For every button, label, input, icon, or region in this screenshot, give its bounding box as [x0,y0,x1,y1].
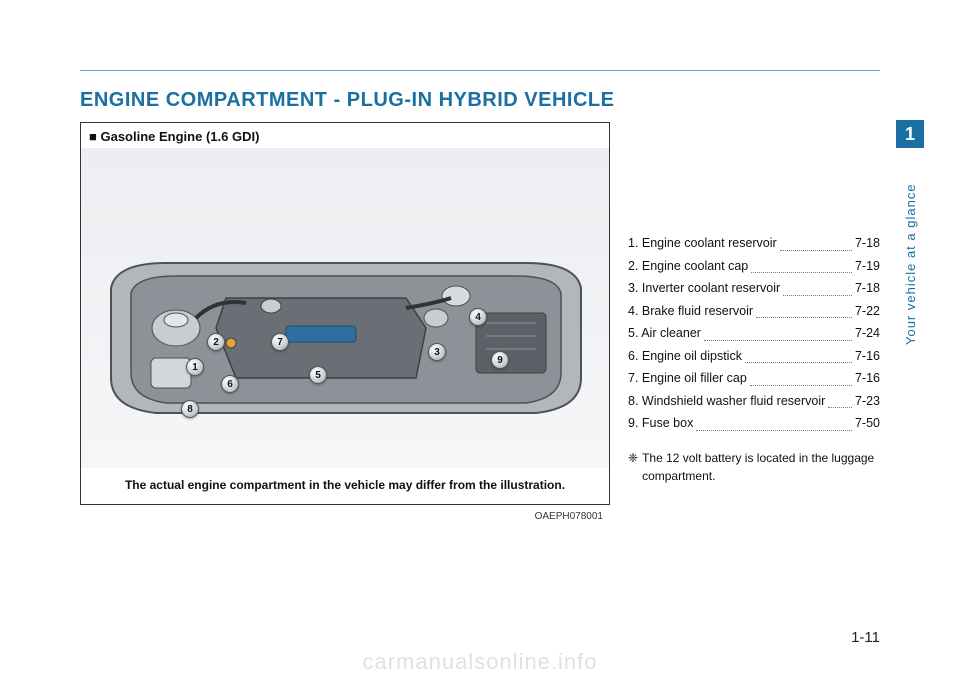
list-item-page: 7-18 [855,277,880,300]
callout-3: 3 [428,343,446,361]
callout-2: 2 [207,333,225,351]
list-item-label: 3. Inverter coolant reservoir [628,277,780,300]
list-item-page: 7-22 [855,300,880,323]
list-item: 3. Inverter coolant reservoir 7-18 [628,277,880,300]
list-item-label: 5. Air cleaner [628,322,701,345]
content-row: ■ Gasoline Engine (1.6 GDI) [80,122,880,505]
list-item-page: 7-50 [855,412,880,435]
leader-dots [780,232,852,251]
figure: ■ Gasoline Engine (1.6 GDI) [80,122,610,505]
list-item: 6. Engine oil dipstick 7-16 [628,345,880,368]
callout-8: 8 [181,400,199,418]
callout-6: 6 [221,375,239,393]
page-title: ENGINE COMPARTMENT - PLUG-IN HYBRID VEHI… [80,89,880,112]
figure-header-prefix: ■ [89,129,97,144]
chapter-number: 1 [896,120,924,148]
list-item-page: 7-16 [855,367,880,390]
top-rule [80,70,880,71]
list-item: 1. Engine coolant reservoir 7-18 [628,232,880,255]
list-item-page: 7-24 [855,322,880,345]
list-item-label: 1. Engine coolant reservoir [628,232,777,255]
list-item-page: 7-16 [855,345,880,368]
figure-body: 12 3 4 5 6 7 8 9 [81,148,609,468]
footnote: ❈The 12 volt battery is located in the l… [628,449,880,485]
leader-dots [783,277,852,296]
list-item-label: 4. Brake fluid reservoir [628,300,753,323]
leader-dots [750,367,852,386]
leader-dots [751,255,852,274]
list-item: 5. Air cleaner 7-24 [628,322,880,345]
leader-dots [704,322,852,341]
page-number: 1-11 [851,629,880,646]
list-item-page: 7-19 [855,255,880,278]
side-tab: 1 Your vehicle at a glance [896,120,924,374]
leader-dots [756,300,852,319]
figure-code: OAEPH078001 [535,511,603,522]
page: ENGINE COMPARTMENT - PLUG-IN HYBRID VEHI… [80,70,880,640]
callout-9: 9 [491,351,509,369]
footnote-text: The 12 volt battery is located in the lu… [642,449,880,485]
figure-caption: The actual engine compartment in the veh… [81,468,609,504]
list-item-page: 7-23 [855,390,880,413]
callout-5: 5 [309,366,327,384]
watermark: carmanualsonline.info [362,649,597,675]
chapter-title: Your vehicle at a glance [903,154,918,374]
callout-4: 4 [469,308,487,326]
figure-header-text: Gasoline Engine (1.6 GDI) [100,129,259,144]
leader-dots [745,345,852,364]
list-item-label: 8. Windshield washer fluid reservoir [628,390,825,413]
leader-dots [696,412,852,431]
list-item-label: 6. Engine oil dipstick [628,345,742,368]
list-item: 2. Engine coolant cap 7-19 [628,255,880,278]
list-item: 4. Brake fluid reservoir 7-22 [628,300,880,323]
callout-7: 7 [271,333,289,351]
list-item: 8. Windshield washer fluid reservoir 7-2… [628,390,880,413]
leader-dots [828,390,852,409]
footnote-marker: ❈ [628,449,638,485]
list-item-label: 2. Engine coolant cap [628,255,748,278]
parts-list: 1. Engine coolant reservoir 7-182. Engin… [628,122,880,505]
list-item-label: 7. Engine oil filler cap [628,367,747,390]
figure-header: ■ Gasoline Engine (1.6 GDI) [81,123,609,148]
list-item: 9. Fuse box 7-50 [628,412,880,435]
list-item-page: 7-18 [855,232,880,255]
list-item: 7. Engine oil filler cap 7-16 [628,367,880,390]
engine-illustration [106,258,586,418]
callout-1: 1 [186,358,204,376]
list-item-label: 9. Fuse box [628,412,693,435]
